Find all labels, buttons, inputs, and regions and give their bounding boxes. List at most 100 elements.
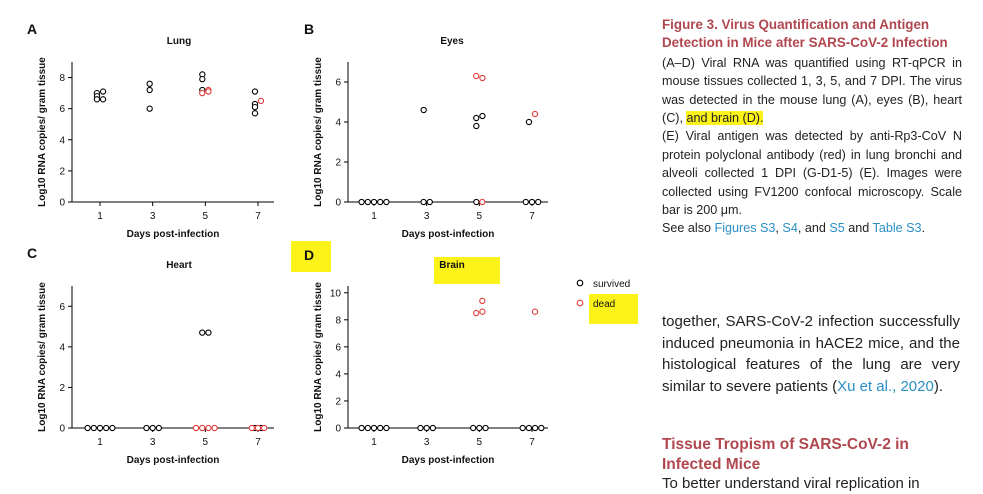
data-point-heart-survived <box>205 329 212 336</box>
body-paragraph: together, SARS-CoV-2 infection successfu… <box>662 311 960 397</box>
data-point-brain-survived <box>417 424 424 432</box>
panel-title-brain: Brain <box>439 260 465 271</box>
y-tick-label-brain: 0 <box>335 424 341 435</box>
data-point-brain-survived <box>377 424 384 432</box>
data-point-brain-survived <box>469 424 477 432</box>
link-s4[interactable]: S4 <box>782 221 798 236</box>
section-heading: Tissue Tropism of SARS-CoV-2 in Infected… <box>662 436 909 473</box>
data-point-brain-survived <box>370 424 378 432</box>
data-point-heart-survived <box>199 329 206 336</box>
data-point-heart-survived <box>103 424 110 432</box>
y-tick-label-brain: 8 <box>335 315 341 326</box>
citation-link[interactable]: Xu et al., 2020 <box>837 377 934 395</box>
y-tick-label-lung: 0 <box>59 198 65 209</box>
data-point-eyes-dead <box>531 110 539 118</box>
data-point-heart-survived <box>90 424 97 432</box>
data-point-eyes-survived <box>535 198 542 206</box>
caption-paragraph-1: (A–D) Viral RNA was quantified using RT-… <box>662 54 962 128</box>
data-point-lung-survived <box>251 88 259 95</box>
body-paragraph-text: together, SARS-CoV-2 infection successfu… <box>662 313 960 395</box>
data-point-lung-dead <box>205 88 212 95</box>
data-point-heart-survived <box>109 424 116 432</box>
panel-title-lung: Lung <box>167 36 191 47</box>
y-tick-label-lung: 2 <box>59 166 65 177</box>
link-s5[interactable]: S5 <box>829 221 845 236</box>
data-point-heart-dead <box>205 424 212 432</box>
data-point-lung-dead <box>257 97 265 105</box>
y-tick-label-eyes: 2 <box>335 158 341 169</box>
legend-label-survived: survived <box>593 279 630 290</box>
x-tick-label-lung: 3 <box>150 211 156 222</box>
data-point-heart-dead <box>254 424 262 432</box>
caption-body: (A–D) Viral RNA was quantified using RT-… <box>662 54 962 238</box>
data-point-eyes-survived <box>383 198 390 206</box>
x-tick-label-heart: 5 <box>203 437 209 448</box>
x-tick-label-heart: 1 <box>97 437 103 448</box>
data-point-brain-dead <box>479 308 486 315</box>
highlight-legend-dead <box>589 294 638 324</box>
cut-off-text-line: To better understand viral replication i… <box>662 475 920 492</box>
data-point-brain-survived <box>383 424 390 432</box>
data-point-brain-survived <box>476 424 483 432</box>
x-tick-label-heart: 7 <box>255 437 261 448</box>
y-tick-label-heart: 0 <box>59 424 65 435</box>
data-point-lung-survived <box>251 110 259 117</box>
x-tick-label-lung: 1 <box>97 211 103 222</box>
y-tick-label-eyes: 0 <box>335 198 341 209</box>
data-point-brain-survived <box>531 424 539 432</box>
highlight-brain-title <box>434 257 500 284</box>
and-sep: , and <box>797 221 826 236</box>
data-point-brain-dead <box>531 308 539 315</box>
y-tick-label-eyes: 6 <box>335 78 341 89</box>
data-point-eyes-survived <box>377 198 384 206</box>
x-axis-label-brain: Days post-infection <box>402 455 495 466</box>
period: . <box>921 221 926 236</box>
data-point-eyes-dead <box>479 74 486 82</box>
data-point-brain-dead <box>473 309 480 317</box>
panel-title-eyes: Eyes <box>440 36 464 47</box>
highlight-panel-d <box>291 241 331 272</box>
data-point-heart-dead <box>261 424 268 432</box>
data-point-eyes-survived <box>426 198 433 206</box>
data-point-heart-dead <box>199 424 206 432</box>
data-point-eyes-survived <box>528 198 536 206</box>
panel-title-heart: Heart <box>166 260 192 271</box>
x-tick-label-eyes: 7 <box>529 211 535 222</box>
see-also-prefix: See also <box>662 221 712 236</box>
data-point-eyes-survived <box>420 106 427 114</box>
data-point-brain-survived <box>423 424 430 432</box>
data-point-lung-survived <box>146 105 153 112</box>
y-tick-label-lung: 4 <box>59 135 65 146</box>
data-point-lung-dead <box>199 89 206 97</box>
data-point-brain-survived <box>482 424 489 432</box>
data-point-heart-dead <box>192 424 200 432</box>
x-tick-label-brain: 5 <box>477 437 483 448</box>
x-tick-label-eyes: 3 <box>424 211 430 222</box>
body-paragraph-end: ). <box>933 377 943 395</box>
link-figures-s3[interactable]: Figures S3 <box>714 221 776 236</box>
data-point-lung-survived <box>99 88 107 95</box>
data-point-eyes-survived <box>358 198 365 206</box>
data-point-eyes-dead <box>479 198 486 206</box>
data-point-brain-survived <box>519 424 526 432</box>
panel-letter-d: D <box>304 247 314 263</box>
data-point-eyes-survived <box>479 112 486 120</box>
y-tick-label-heart: 6 <box>59 302 65 313</box>
data-point-heart-survived <box>84 424 91 432</box>
data-point-lung-survived <box>99 96 107 103</box>
link-table-s3[interactable]: Table S3 <box>872 221 922 236</box>
y-axis-label-lung: Log10 RNA copies/ gram tissue <box>37 57 48 207</box>
data-point-eyes-survived <box>522 198 529 206</box>
panel-letter-c: C <box>27 245 37 261</box>
caption-paragraph-2: (E) Viral antigen was detected by anti-R… <box>662 129 962 218</box>
legend-marker-survived <box>576 279 584 287</box>
data-point-brain-dead <box>479 297 486 305</box>
data-point-eyes-survived <box>364 198 371 206</box>
data-point-lung-survived <box>146 86 153 94</box>
data-point-brain-survived <box>525 424 533 432</box>
y-axis-label-eyes: Log10 RNA copies/ gram tissue <box>313 57 324 207</box>
x-tick-label-brain: 7 <box>529 437 535 448</box>
x-tick-label-eyes: 5 <box>477 211 483 222</box>
y-axis-label-heart: Log10 RNA copies/ gram tissue <box>37 282 48 432</box>
data-point-heart-survived <box>155 424 163 432</box>
